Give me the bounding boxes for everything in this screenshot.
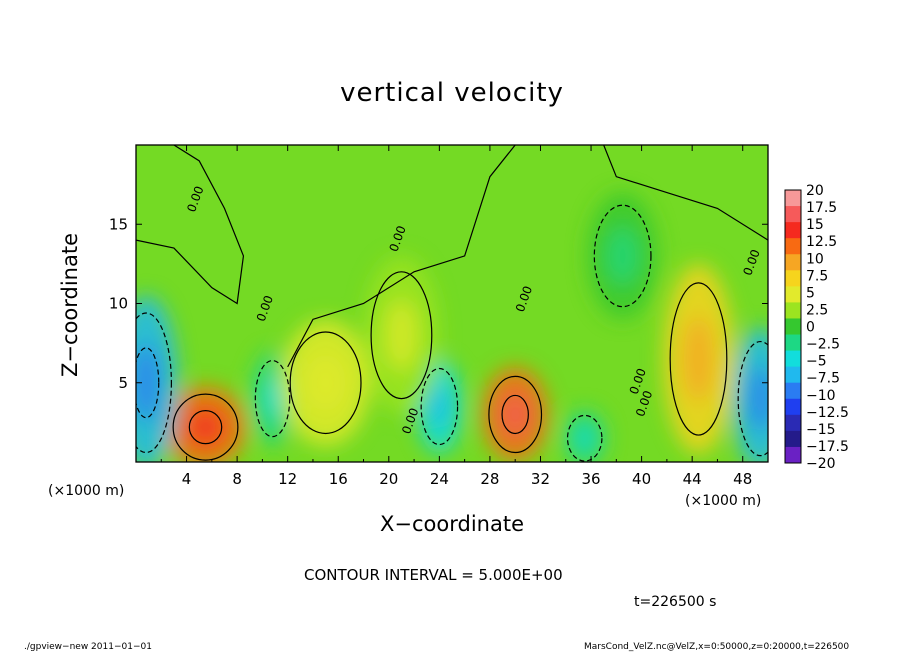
x-tick-label: 36	[581, 470, 600, 488]
contour-line	[136, 145, 245, 305]
contour-line	[488, 375, 543, 454]
x-ticks: 4 8 12 16 20 24 28 32 36 40 44 48	[160, 145, 752, 488]
x-tick-label: 8	[232, 470, 242, 488]
colorbar-swatch	[785, 286, 801, 303]
colorbar-swatch	[785, 238, 801, 255]
x-tick-label: 24	[430, 470, 449, 488]
field-blob-core	[500, 393, 530, 436]
x-tick-label: 20	[379, 470, 398, 488]
contour-line	[289, 331, 362, 435]
colorbar-label: 0	[806, 320, 815, 336]
field-blob-core	[682, 316, 715, 402]
contour-line	[566, 414, 603, 462]
colorbar-label: −2.5	[806, 337, 840, 353]
contour-line	[603, 145, 768, 241]
x-unit-right: (×1000 m)	[685, 493, 762, 509]
y-tick-label: 10	[109, 295, 128, 313]
colorbar-frame	[784, 189, 802, 464]
field-blob-core	[747, 366, 768, 431]
contour-lines	[136, 145, 768, 462]
colorbar-swatch	[785, 414, 801, 432]
x-tick-label: 28	[480, 470, 499, 488]
colorbar-swatch	[785, 254, 801, 271]
colorbar-swatch	[785, 350, 801, 368]
colorbar-label: −10	[806, 388, 836, 404]
colorbar-label: −12.5	[806, 405, 849, 421]
colorbar-swatch	[785, 270, 801, 287]
velocity-field	[136, 145, 768, 462]
colorbar-swatch	[785, 398, 801, 416]
y-axis-label: Z−coordinate	[58, 233, 82, 377]
field-blob-core	[575, 425, 595, 452]
contour-line	[136, 312, 172, 454]
contour-interval: CONTOUR INTERVAL = 5.000E+00	[304, 566, 563, 584]
colorbar-swatch	[785, 222, 801, 239]
x-tick-label: 16	[329, 470, 348, 488]
y-ticks: 5 10 15	[109, 215, 768, 392]
colorbar-swatch	[785, 190, 801, 207]
field-blob-core	[187, 408, 224, 446]
chart-title: vertical velocity	[340, 78, 564, 108]
field-blob-core	[429, 385, 450, 428]
colorbar-label: 15	[806, 217, 824, 233]
colorbar-label: 17.5	[806, 200, 837, 216]
contour-line	[737, 340, 768, 457]
colorbar-label: −5	[806, 354, 827, 370]
y-tick-label: 15	[109, 215, 128, 233]
colorbar-swatch	[785, 430, 801, 448]
colorbar-label: −17.5	[806, 439, 849, 455]
contour-line	[501, 394, 529, 435]
y-tick-label: 5	[118, 374, 128, 392]
colorbar-swatch	[785, 334, 801, 352]
colorbar-swatch	[785, 446, 801, 464]
colorbar-label: −7.5	[806, 371, 840, 387]
colorbar-label: 12.5	[806, 234, 837, 250]
field-blob-core	[606, 227, 639, 285]
x-tick-label: 44	[683, 470, 702, 488]
colorbar-label: −20	[806, 456, 836, 472]
colorbar-swatch	[785, 206, 801, 223]
contour-line	[136, 347, 160, 419]
colorbar-label: 5	[806, 285, 815, 301]
colorbar-label: −15	[806, 422, 836, 438]
footer-right: MarsCond_VelZ.nc@VelZ,x=0:50000,z=0:2000…	[584, 642, 850, 652]
x-tick-label: 48	[733, 470, 752, 488]
colorbar-swatch	[785, 318, 801, 336]
x-tick-label: 4	[182, 470, 192, 488]
colorbar-swatch	[785, 366, 801, 384]
footer-left: ./gpview−new 2011−01−01	[24, 642, 152, 652]
contour-line	[172, 393, 239, 461]
colorbar-label: 2.5	[806, 302, 828, 318]
contour-line	[593, 204, 652, 308]
field-blob-core	[262, 377, 283, 420]
colorbar-swatch	[785, 382, 801, 400]
x-axis-label-text: X−coordinate	[380, 512, 524, 536]
field-blob-core	[305, 354, 346, 412]
x-tick-label: 32	[531, 470, 550, 488]
field-blob-core	[384, 299, 419, 371]
x-axis-label: X−coordinate	[0, 512, 904, 536]
field-blob-core	[136, 343, 161, 422]
x-tick-label: 12	[278, 470, 297, 488]
colorbar-label: 7.5	[806, 268, 828, 284]
contour-line	[287, 145, 516, 368]
colorbar-label: 10	[806, 251, 824, 267]
time-stamp: t=226500 s	[634, 594, 717, 610]
colorbar-swatch	[785, 302, 801, 319]
contour-line	[370, 271, 433, 400]
contour-line	[188, 410, 223, 445]
contour-line	[420, 367, 459, 446]
x-tick-label: 40	[632, 470, 651, 488]
contour-line	[669, 282, 728, 436]
colorbar-label: 20	[806, 183, 824, 199]
x-unit-left: (×1000 m)	[48, 483, 125, 499]
contour-line	[254, 359, 291, 438]
